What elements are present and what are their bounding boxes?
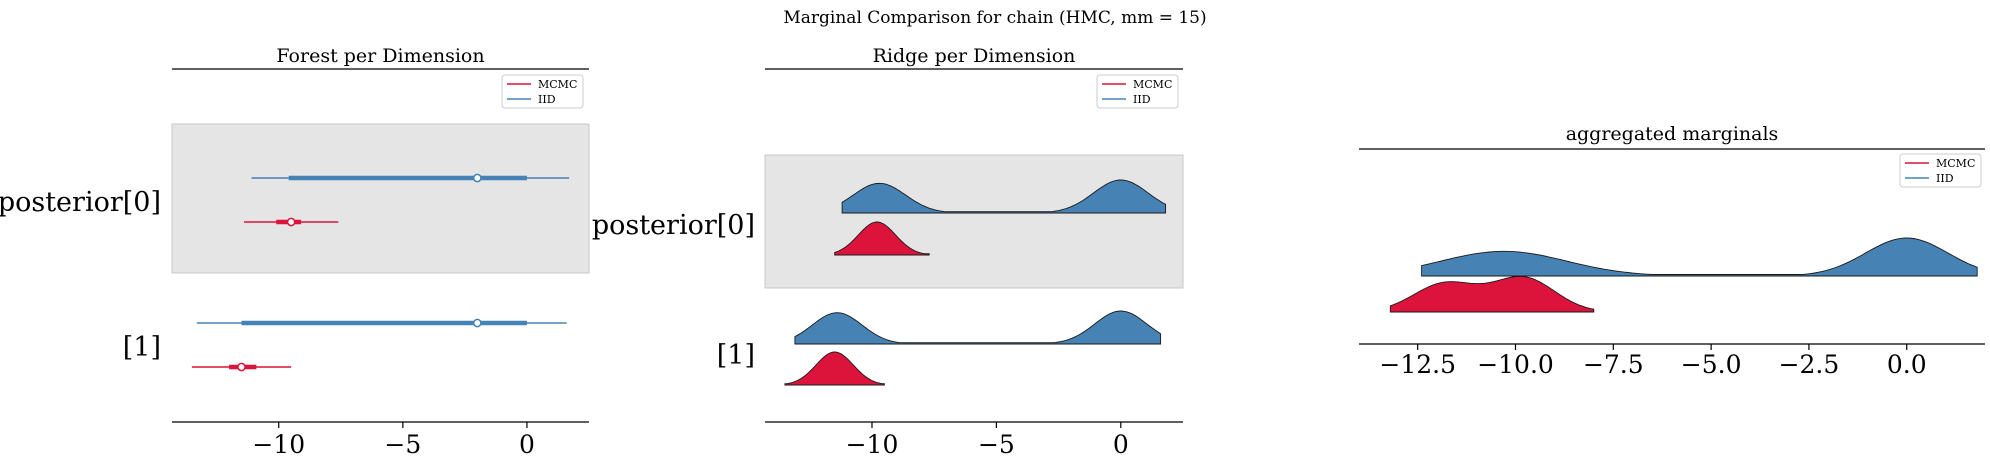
iid-median-point [472, 318, 482, 328]
legend: MCMC IID [501, 74, 584, 109]
mcmc-median-point [286, 217, 296, 227]
iid-ridge-density [794, 310, 1162, 345]
x-tick-label: −10 [846, 430, 899, 459]
ridge-panel: Ridge per Dimension posterior[0] [1] −10 −5 0… [592, 45, 1184, 459]
mcmc-ridge-density [834, 221, 930, 256]
row-band [171, 123, 590, 274]
y-tick-label: posterior[0] [592, 210, 755, 241]
x-tick-label: −5 [384, 430, 421, 459]
mcmc-ridge-density [1389, 275, 1595, 313]
x-tick-label: −10 [252, 430, 305, 459]
y-tick-label: posterior[0] [0, 187, 161, 218]
aggregated-panel: aggregated marginals −12.5 −10.0 −7.5 −5.0 −2… [1359, 123, 1985, 379]
x-tick-label: −5 [978, 430, 1015, 459]
panel-title: aggregated marginals [1566, 123, 1779, 145]
x-tick-label: −2.5 [1779, 350, 1840, 379]
x-tick-label: −5.0 [1681, 350, 1742, 379]
panel-title: Forest per Dimension [276, 45, 484, 67]
iid-median-point [472, 173, 482, 183]
legend: MCMC IID [1899, 153, 1982, 188]
legend-label-iid: IID [1133, 93, 1151, 106]
iid-ridge-density [841, 179, 1167, 214]
mcmc-median-point [237, 362, 246, 372]
x-tick-label: 0 [519, 430, 535, 459]
legend: MCMC IID [1096, 74, 1179, 109]
figure-suptitle: Marginal Comparison for chain (HMC, mm =… [783, 8, 1206, 28]
x-tick-label: 0 [1113, 430, 1129, 459]
legend-label-iid: IID [538, 93, 556, 106]
x-tick-label: −12.5 [1379, 350, 1456, 379]
x-tick-label: −10.0 [1477, 350, 1554, 379]
legend-label-mcmc: MCMC [538, 78, 577, 91]
y-tick-label: [1] [717, 340, 755, 371]
legend-label-mcmc: MCMC [1936, 157, 1975, 170]
legend-label-mcmc: MCMC [1133, 78, 1172, 91]
legend-label-iid: IID [1936, 172, 1954, 185]
forest-panel: Forest per Dimension posterior[0] [1] −10 −5… [0, 45, 590, 459]
y-tick-label: [1] [123, 332, 161, 363]
x-tick-label: −7.5 [1583, 350, 1644, 379]
row-band [764, 154, 1184, 289]
x-tick-label: 0.0 [1887, 350, 1927, 379]
mcmc-ridge-density [784, 351, 885, 386]
panel-title: Ridge per Dimension [873, 45, 1076, 67]
iid-ridge-density [1421, 237, 1978, 277]
